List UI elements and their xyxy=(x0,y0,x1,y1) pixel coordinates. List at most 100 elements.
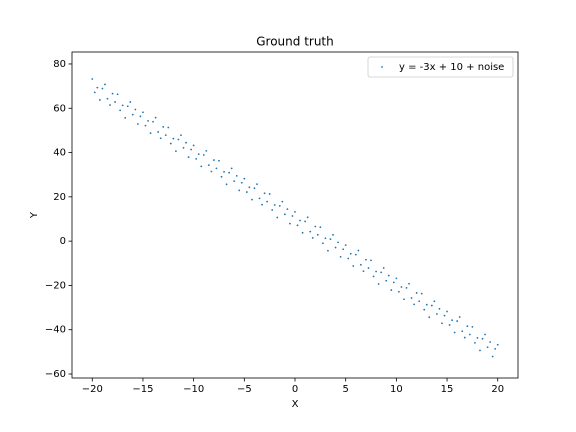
point xyxy=(352,265,355,267)
point xyxy=(233,180,236,183)
point xyxy=(223,170,225,173)
point xyxy=(451,319,454,322)
point xyxy=(491,355,494,358)
y-tick-label: −40 xyxy=(45,325,66,336)
point xyxy=(476,337,479,339)
point xyxy=(489,341,492,343)
x-tick-label: 10 xyxy=(390,384,403,395)
point xyxy=(106,97,109,100)
point xyxy=(479,349,481,352)
point xyxy=(403,298,405,301)
point xyxy=(418,300,421,303)
point xyxy=(458,316,461,318)
point xyxy=(101,87,104,90)
point xyxy=(463,336,466,339)
point xyxy=(121,104,124,107)
point xyxy=(263,192,266,195)
point xyxy=(177,138,180,141)
point xyxy=(159,137,162,140)
point xyxy=(423,308,426,311)
point xyxy=(329,238,332,241)
point xyxy=(314,225,317,228)
point xyxy=(154,116,157,119)
y-tick-label: 60 xyxy=(53,103,66,114)
point xyxy=(228,171,231,174)
point xyxy=(278,205,281,207)
point xyxy=(162,125,165,128)
y-tick-label: 80 xyxy=(53,59,66,70)
point xyxy=(372,275,375,278)
point xyxy=(481,337,484,340)
x-tick-label: −5 xyxy=(237,384,252,395)
point xyxy=(494,347,497,350)
point xyxy=(119,109,122,112)
point xyxy=(114,101,116,103)
point xyxy=(91,78,94,80)
point xyxy=(248,186,251,189)
point xyxy=(192,144,195,147)
point xyxy=(104,83,106,86)
point xyxy=(136,123,139,125)
legend-box xyxy=(367,56,514,78)
y-tick-label: 40 xyxy=(53,148,66,159)
point xyxy=(149,132,152,135)
point xyxy=(468,333,471,336)
point xyxy=(304,220,307,223)
point xyxy=(174,150,177,153)
point xyxy=(185,141,187,144)
point xyxy=(397,290,400,293)
chart-title: Ground truth xyxy=(256,35,334,49)
point xyxy=(420,292,423,295)
point xyxy=(446,310,448,313)
point xyxy=(410,297,413,299)
point xyxy=(129,101,132,103)
point xyxy=(377,283,380,285)
point xyxy=(268,193,271,195)
x-tick-label: −20 xyxy=(82,384,103,395)
point xyxy=(349,252,352,255)
point xyxy=(357,249,360,252)
point xyxy=(461,330,464,333)
point xyxy=(309,230,312,233)
point xyxy=(408,282,410,285)
point xyxy=(428,316,431,319)
point xyxy=(354,253,357,256)
point xyxy=(456,320,459,322)
point xyxy=(466,325,469,328)
point xyxy=(210,170,213,173)
point xyxy=(98,99,101,101)
point xyxy=(164,134,167,137)
point xyxy=(324,237,327,240)
point xyxy=(96,86,99,89)
point xyxy=(256,183,258,186)
point xyxy=(205,149,208,152)
point xyxy=(167,126,170,129)
point xyxy=(202,154,205,156)
point xyxy=(471,325,474,328)
point xyxy=(484,333,486,336)
point xyxy=(362,270,365,273)
point xyxy=(448,324,451,326)
point xyxy=(425,303,428,306)
point xyxy=(283,213,286,216)
point xyxy=(436,313,438,315)
point xyxy=(405,286,408,289)
point xyxy=(301,231,304,234)
point xyxy=(332,233,334,236)
point xyxy=(395,277,398,280)
point xyxy=(213,159,215,161)
point xyxy=(347,257,350,260)
point xyxy=(147,119,149,122)
point xyxy=(111,92,114,95)
legend-label: y = -3x + 10 + noise xyxy=(399,62,504,73)
point xyxy=(220,175,223,178)
point xyxy=(370,259,372,262)
point xyxy=(291,215,294,217)
point xyxy=(311,237,314,239)
point xyxy=(359,263,362,266)
x-axis-label: X xyxy=(292,399,299,410)
point xyxy=(281,200,284,203)
point xyxy=(443,314,446,317)
point xyxy=(215,167,218,170)
